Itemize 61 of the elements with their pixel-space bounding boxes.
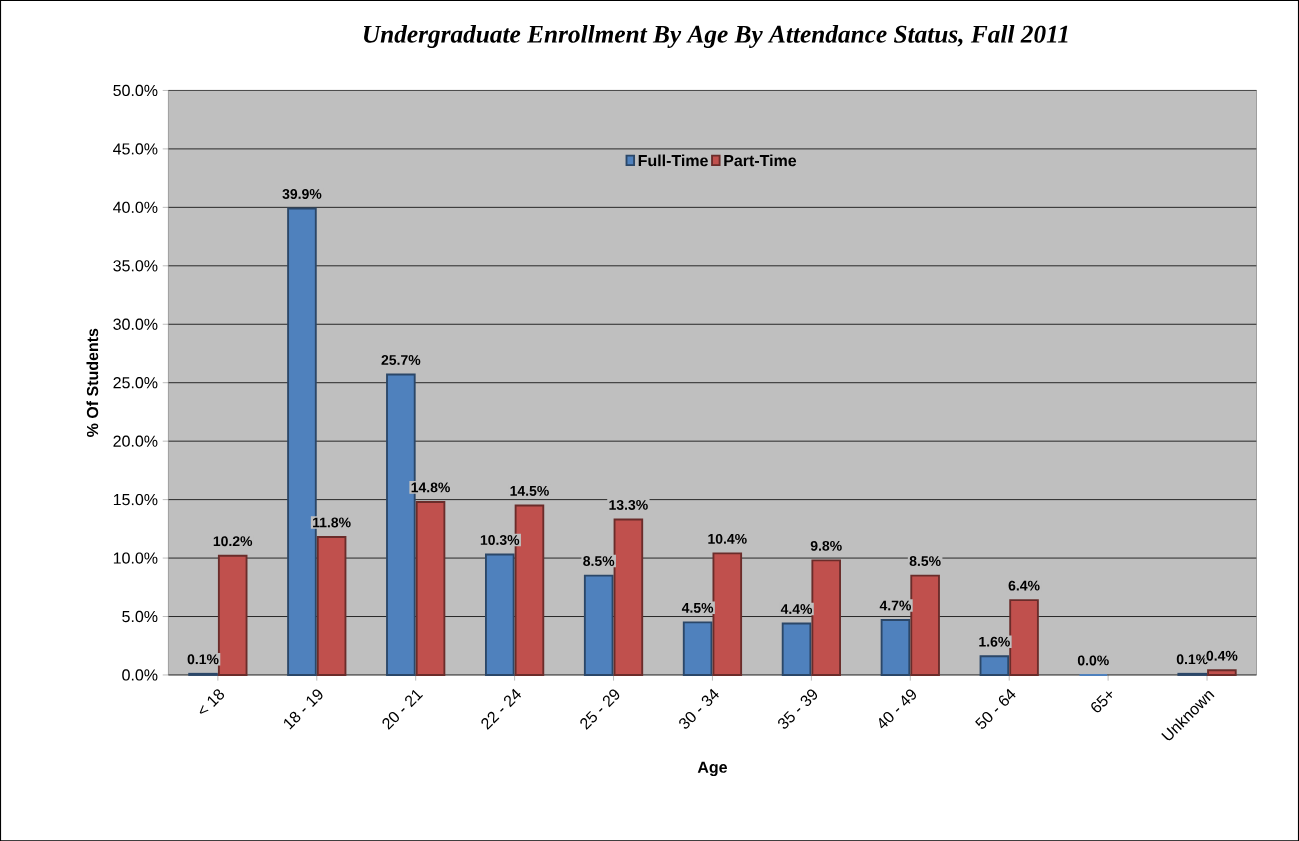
data-label: 9.8% [810, 540, 842, 551]
data-label: 14.5% [510, 485, 549, 496]
y-axis-title: % Of Students [86, 328, 99, 437]
x-tick-label: 25 - 29 [580, 689, 620, 730]
bar [316, 535, 347, 676]
x-tick-label: 22 - 24 [481, 688, 522, 730]
y-tick-label: 30.0% [113, 318, 158, 330]
x-tick-label: 35 - 39 [778, 689, 818, 729]
data-label: 39.9% [282, 188, 322, 199]
data-label: 4.7% [879, 600, 912, 611]
y-tick-label: 0.0% [122, 669, 158, 681]
x-tick-label: 30 - 34 [679, 688, 719, 729]
data-label: 0.4% [1206, 650, 1238, 661]
y-tick-label: 15.0% [113, 493, 158, 506]
data-label: 1.6% [979, 636, 1010, 647]
y-tick-label: 10.0% [113, 552, 158, 564]
y-tick-label: 5.0% [122, 610, 158, 622]
legend-label: Full-Time [638, 154, 708, 167]
bar [979, 655, 1010, 676]
x-tick-label: 18 - 19 [284, 689, 323, 730]
bar [682, 621, 713, 676]
data-label: 0.0% [1077, 655, 1109, 666]
data-label: 10.3% [480, 534, 520, 545]
bar [712, 552, 743, 676]
bar [484, 553, 515, 676]
bar [781, 622, 812, 676]
data-label: 14.8% [411, 482, 450, 493]
data-label: 11.8% [313, 517, 351, 528]
bar [1009, 599, 1039, 676]
bar [613, 518, 644, 676]
data-label: 13.3% [609, 499, 648, 510]
data-label: 4.5% [681, 602, 714, 613]
bar [880, 618, 911, 676]
bar [1207, 669, 1237, 676]
bar [415, 500, 446, 676]
y-tick-label: 25.0% [113, 376, 158, 389]
data-label: 10.4% [708, 533, 747, 544]
y-tick-label: 35.0% [113, 259, 158, 272]
bar [910, 574, 940, 676]
chart-title: Undergraduate Enrollment By Age By Attendance Status, Fall 2011 [363, 24, 1068, 48]
bar [811, 559, 841, 676]
data-label: 4.4% [780, 603, 813, 614]
legend-label: Part-Time [724, 154, 797, 167]
bar [217, 554, 248, 676]
x-tick-label: 65+ [1091, 691, 1113, 713]
x-tick-label: < 18 [199, 689, 225, 714]
x-tick-label: 20 - 21 [382, 689, 424, 730]
y-tick-label: 50.0% [113, 84, 158, 96]
bar [583, 574, 614, 676]
data-label: 25.7% [381, 354, 421, 365]
data-label: 10.2% [213, 536, 253, 546]
data-label: 0.1% [187, 654, 219, 665]
x-tick-label: 40 - 49 [879, 689, 916, 729]
x-tick-label: 50 - 64 [975, 688, 1016, 729]
y-tick-label: 40.0% [113, 201, 158, 213]
data-label: 8.5% [909, 555, 941, 566]
data-label: 8.5% [583, 555, 615, 566]
x-axis-title: Age [697, 761, 727, 776]
data-label: 6.4% [1008, 580, 1040, 591]
y-tick-label: 20.0% [113, 435, 158, 447]
y-tick-label: 45.0% [113, 143, 158, 155]
